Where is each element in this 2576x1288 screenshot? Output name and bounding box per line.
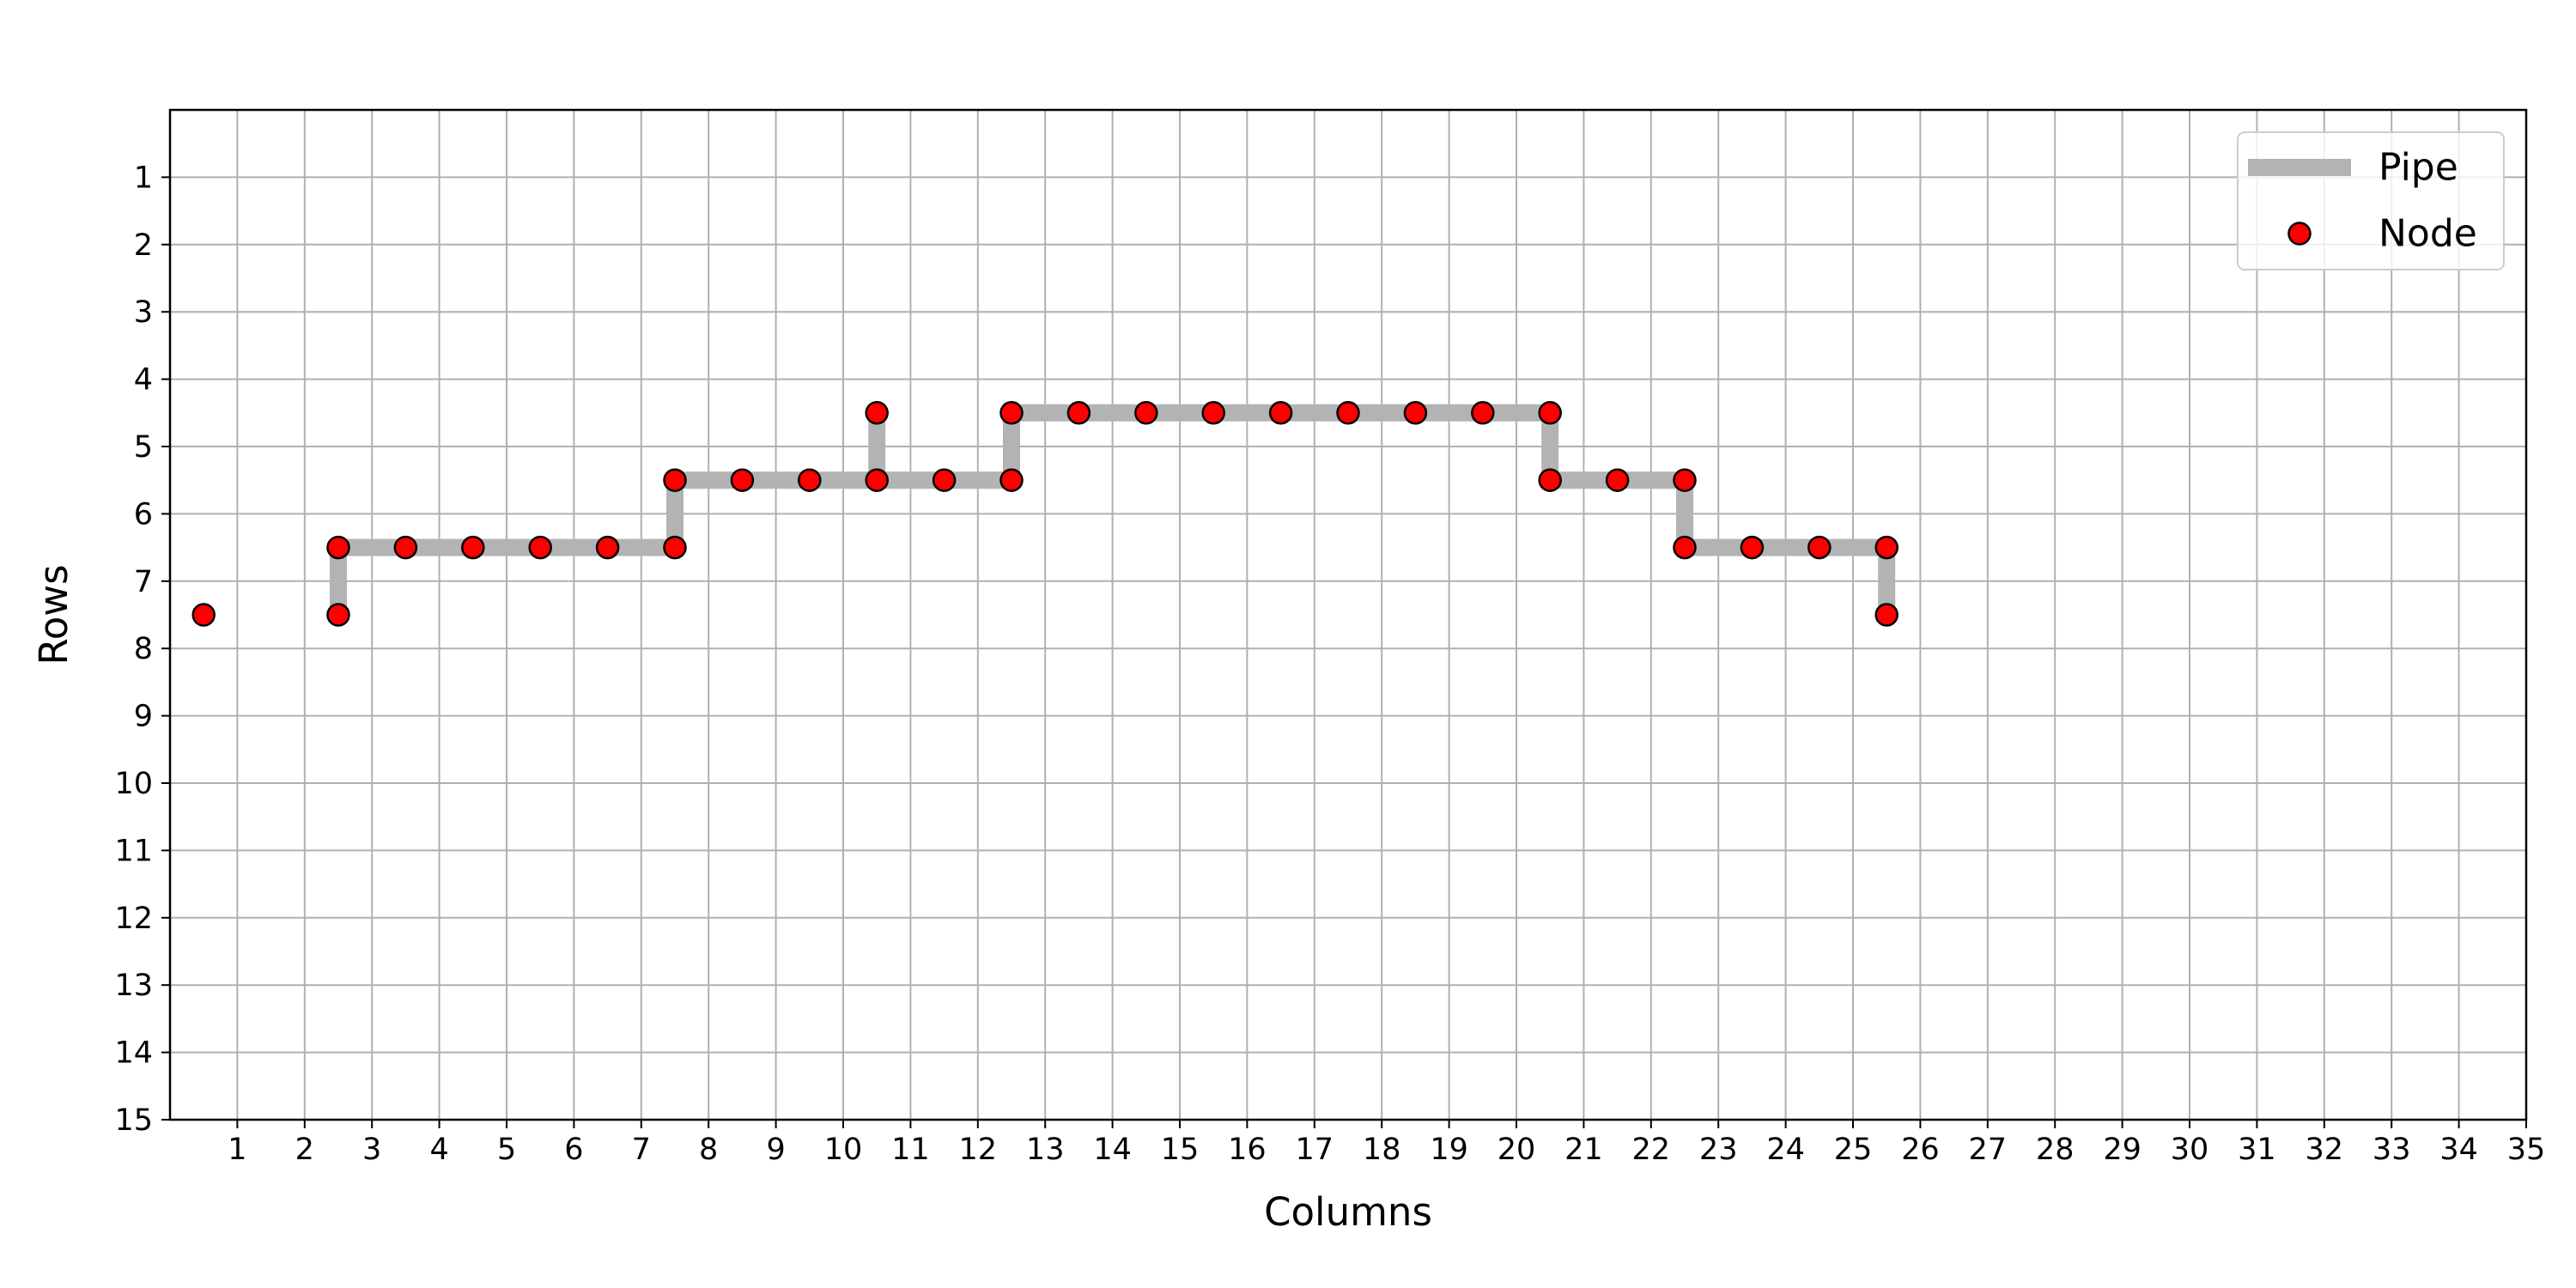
x-tick-label: 18 [1363,1133,1401,1167]
legend-node-label: Node [2379,212,2477,256]
y-tick-label: 14 [114,1036,153,1071]
x-tick-label: 26 [1901,1133,1940,1167]
x-tick-label: 33 [2372,1133,2411,1167]
node-point [663,535,687,560]
x-tick-label: 2 [295,1133,314,1167]
legend-node-swatch [2287,222,2312,246]
y-tick-label: 10 [114,767,153,801]
axes-frame [168,108,2528,1121]
x-tick-label: 31 [2238,1133,2276,1167]
node-point [326,603,350,627]
x-tick-label: 12 [959,1133,998,1167]
x-tick-label: 27 [1969,1133,2008,1167]
node-point [730,468,755,492]
x-tick-label: 4 [429,1133,448,1167]
y-tick-label: 9 [134,700,153,734]
x-tick-label: 1 [228,1133,246,1167]
y-tick-label: 5 [134,430,153,465]
ticks: 1 2 3 4 5 6 7 8 9 10 11 12 13 14 15 16 17 18 19 20 21 22 23 24 2… [114,161,2545,1167]
node-point [1538,468,1562,492]
node-point [865,401,889,425]
x-tick-label: 9 [766,1133,785,1167]
x-tick-label: 35 [2507,1133,2546,1167]
y-tick-label: 12 [114,902,153,936]
node-point [595,535,620,560]
node-point [1268,401,1293,425]
node-point [1471,401,1495,425]
y-tick-label: 13 [114,969,153,1003]
x-tick-label: 8 [699,1133,718,1167]
legend-pipe-label: Pipe [2379,146,2458,190]
node-point [1673,535,1697,560]
x-tick-label: 17 [1296,1133,1334,1167]
node-point [1874,535,1899,560]
node-point [865,468,889,492]
node-point [528,535,552,560]
node-point [932,468,957,492]
y-axis-label: Rows [31,564,76,665]
node-series [191,401,1899,627]
x-tick-label: 14 [1093,1133,1132,1167]
node-point [1740,535,1765,560]
node-point [999,468,1024,492]
x-tick-label: 6 [564,1133,583,1167]
node-point [1807,535,1832,560]
node-point [191,603,216,627]
y-tick-label: 4 [134,363,153,398]
y-tick-label: 15 [114,1103,153,1138]
node-point [1874,603,1899,627]
x-tick-label: 28 [2036,1133,2075,1167]
x-tick-label: 24 [1766,1133,1805,1167]
node-point [1134,401,1158,425]
x-tick-label: 10 [824,1133,863,1167]
node-point [461,535,485,560]
x-tick-label: 7 [632,1133,651,1167]
x-tick-label: 16 [1228,1133,1267,1167]
legend: Pipe Node [2237,131,2505,270]
node-point [326,535,350,560]
node-point [1201,401,1225,425]
node-point [1403,401,1428,425]
x-tick-label: 32 [2306,1133,2344,1167]
y-tick-label: 1 [134,161,153,195]
x-tick-label: 11 [891,1133,930,1167]
x-tick-label: 34 [2439,1133,2478,1167]
node-point [663,468,687,492]
x-tick-label: 15 [1161,1133,1200,1167]
node-point [393,535,418,560]
node-point [1336,401,1360,425]
x-axis-label: Columns [1264,1189,1432,1235]
y-tick-label: 7 [134,565,153,599]
node-point [1538,401,1562,425]
node-point [999,401,1024,425]
x-tick-label: 19 [1430,1133,1468,1167]
x-tick-label: 29 [2103,1133,2142,1167]
x-tick-label: 30 [2171,1133,2209,1167]
node-point [798,468,822,492]
y-tick-label: 6 [134,497,153,532]
x-tick-label: 21 [1564,1133,1603,1167]
x-tick-label: 25 [1834,1133,1873,1167]
node-point [1673,468,1697,492]
x-tick-label: 13 [1026,1133,1065,1167]
y-tick-label: 2 [134,228,153,263]
y-tick-label: 3 [134,295,153,330]
x-tick-label: 5 [497,1133,516,1167]
x-tick-label: 20 [1498,1133,1536,1167]
node-point [1066,401,1091,425]
node-point [1605,468,1630,492]
x-tick-label: 3 [362,1133,381,1167]
x-tick-label: 22 [1632,1133,1671,1167]
x-tick-label: 23 [1699,1133,1738,1167]
y-tick-label: 11 [114,834,153,868]
y-tick-label: 8 [134,632,153,666]
